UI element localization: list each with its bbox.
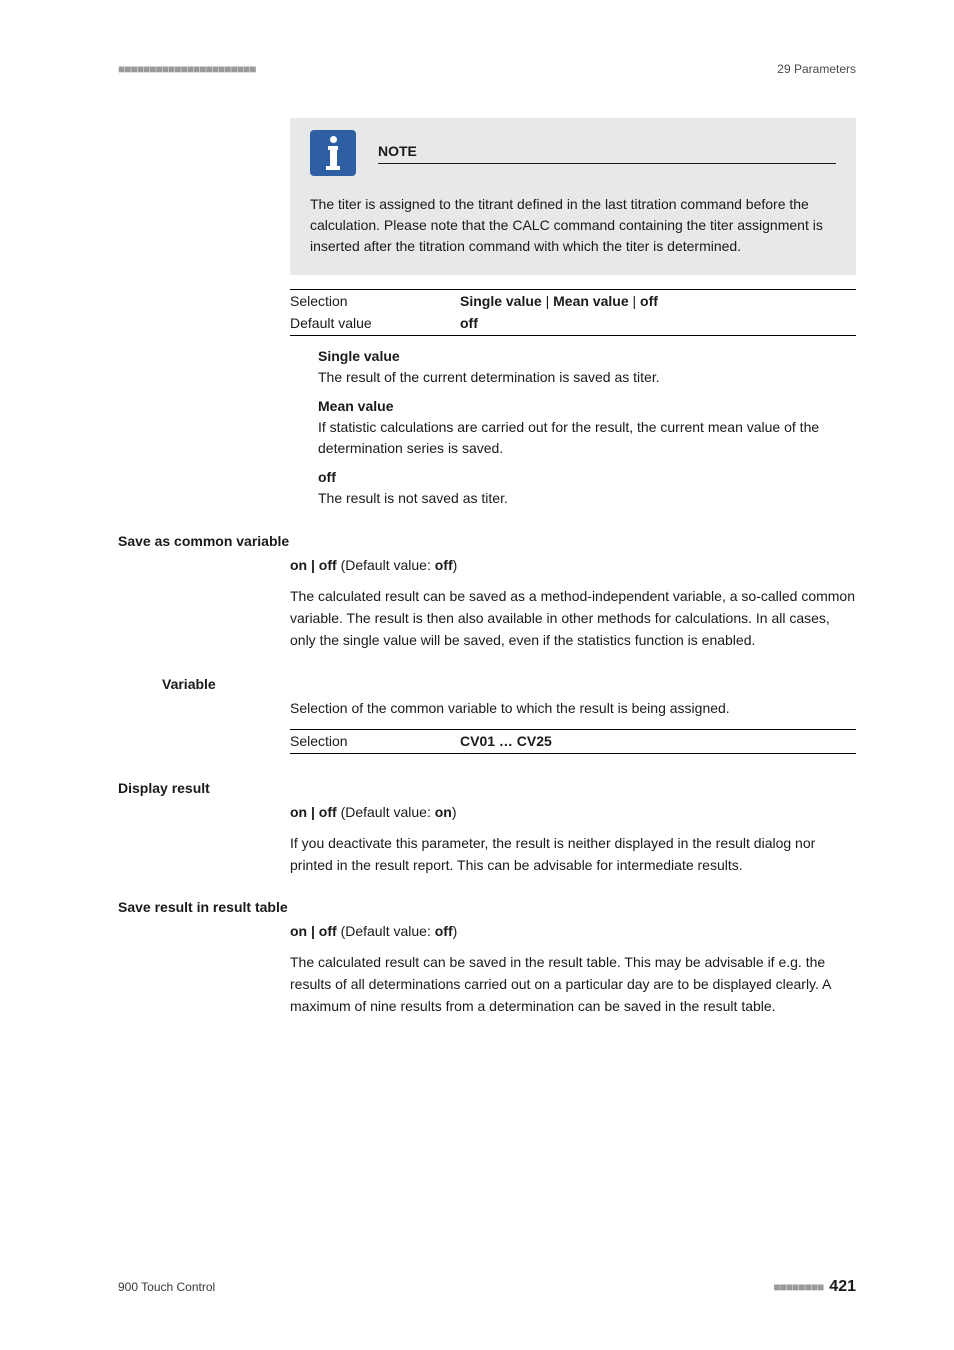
save-common-heading: Save as common variable <box>118 533 856 549</box>
option-desc-2: The result is not saved as titer. <box>318 488 856 509</box>
save-table-body: The calculated result can be saved in th… <box>290 952 856 1017</box>
variable-selection-table: Selection CV01 … CV25 <box>290 729 856 753</box>
save-common-body: The calculated result can be saved as a … <box>290 586 856 651</box>
option-desc-0: The result of the current determination … <box>318 367 856 388</box>
selection-value: Single value | Mean value | off <box>460 290 856 312</box>
variable-body: Selection of the common variable to whic… <box>290 698 856 720</box>
note-body: The titer is assigned to the titrant def… <box>310 194 836 257</box>
display-result-body: If you deactivate this parameter, the re… <box>290 833 856 876</box>
save-common-toggle: on | off (Default value: off) <box>290 555 856 577</box>
note-title: NOTE <box>378 143 836 164</box>
titer-selection-table: Selection Single value | Mean value | of… <box>290 289 856 336</box>
save-table-toggle: on | off (Default value: off) <box>290 921 856 943</box>
save-table-heading: Save result in result table <box>118 899 856 915</box>
info-icon <box>310 130 356 176</box>
titer-options: Single value The result of the current d… <box>290 346 856 509</box>
header-left-marks: ■■■■■■■■■■■■■■■■■■■■■■ <box>118 62 255 76</box>
variable-selection-label: Selection <box>290 730 460 752</box>
variable-heading: Variable <box>162 676 856 692</box>
option-desc-1: If statistic calculations are carried ou… <box>318 417 856 459</box>
footer-right-marks: ■■■■■■■■ <box>773 1280 823 1294</box>
default-value: off <box>460 312 856 334</box>
default-label: Default value <box>290 312 460 334</box>
note-box: NOTE The titer is assigned to the titran… <box>290 118 856 275</box>
page-number: 421 <box>829 1278 856 1296</box>
option-title-2: off <box>318 467 856 488</box>
display-result-toggle: on | off (Default value: on) <box>290 802 856 824</box>
variable-selection-value: CV01 … CV25 <box>460 730 856 752</box>
option-title-0: Single value <box>318 346 856 367</box>
footer-product: 900 Touch Control <box>118 1280 215 1294</box>
display-result-heading: Display result <box>118 780 856 796</box>
header-chapter: 29 Parameters <box>777 62 856 76</box>
option-title-1: Mean value <box>318 396 856 417</box>
selection-label: Selection <box>290 290 460 312</box>
